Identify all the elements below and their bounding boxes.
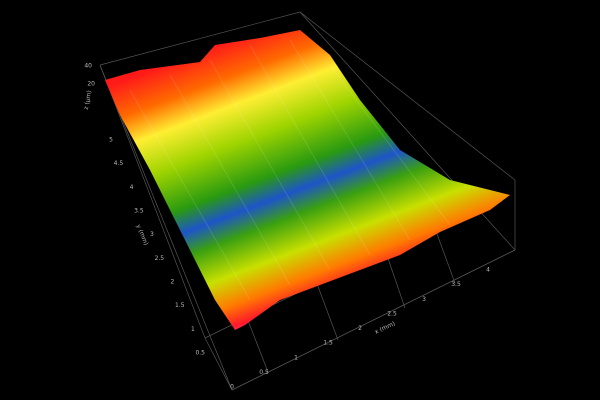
- y-tick-label: 1: [191, 326, 195, 333]
- y-tick-label: 1.5: [175, 302, 185, 309]
- y-tick-label: 4.5: [114, 160, 124, 167]
- surface: [105, 30, 510, 330]
- z-tick-label: 40: [84, 63, 92, 70]
- x-tick-label: 2.5: [387, 310, 397, 317]
- x-tick-label: 2: [358, 325, 362, 332]
- z-tick-label: 20: [87, 81, 95, 88]
- x-tick-label: 1: [294, 354, 298, 361]
- x-tick-label: 0: [230, 384, 234, 391]
- x-axis-label: x (mm): [374, 320, 397, 336]
- y-tick-label: 2.5: [155, 255, 165, 262]
- y-tick-label: 5: [109, 137, 113, 144]
- x-tick-label: 4: [486, 267, 490, 274]
- x-tick-label: 0.5: [259, 369, 269, 376]
- x-tick-label: 3: [422, 296, 426, 303]
- surface-streaks: [129, 39, 451, 301]
- x-tick-label: 1.5: [323, 340, 333, 347]
- z-axis-label: z (µm): [83, 90, 93, 110]
- y-tick-label: 4: [130, 184, 134, 191]
- y-tick-label: 2: [171, 279, 175, 286]
- y-tick-label: 3: [150, 231, 154, 238]
- y-axis-label: y (mm): [135, 224, 150, 247]
- x-tick-label: 3.5: [451, 281, 461, 288]
- y-tick-label: 0.5: [195, 350, 205, 357]
- y-tick-label: 3.5: [134, 208, 144, 215]
